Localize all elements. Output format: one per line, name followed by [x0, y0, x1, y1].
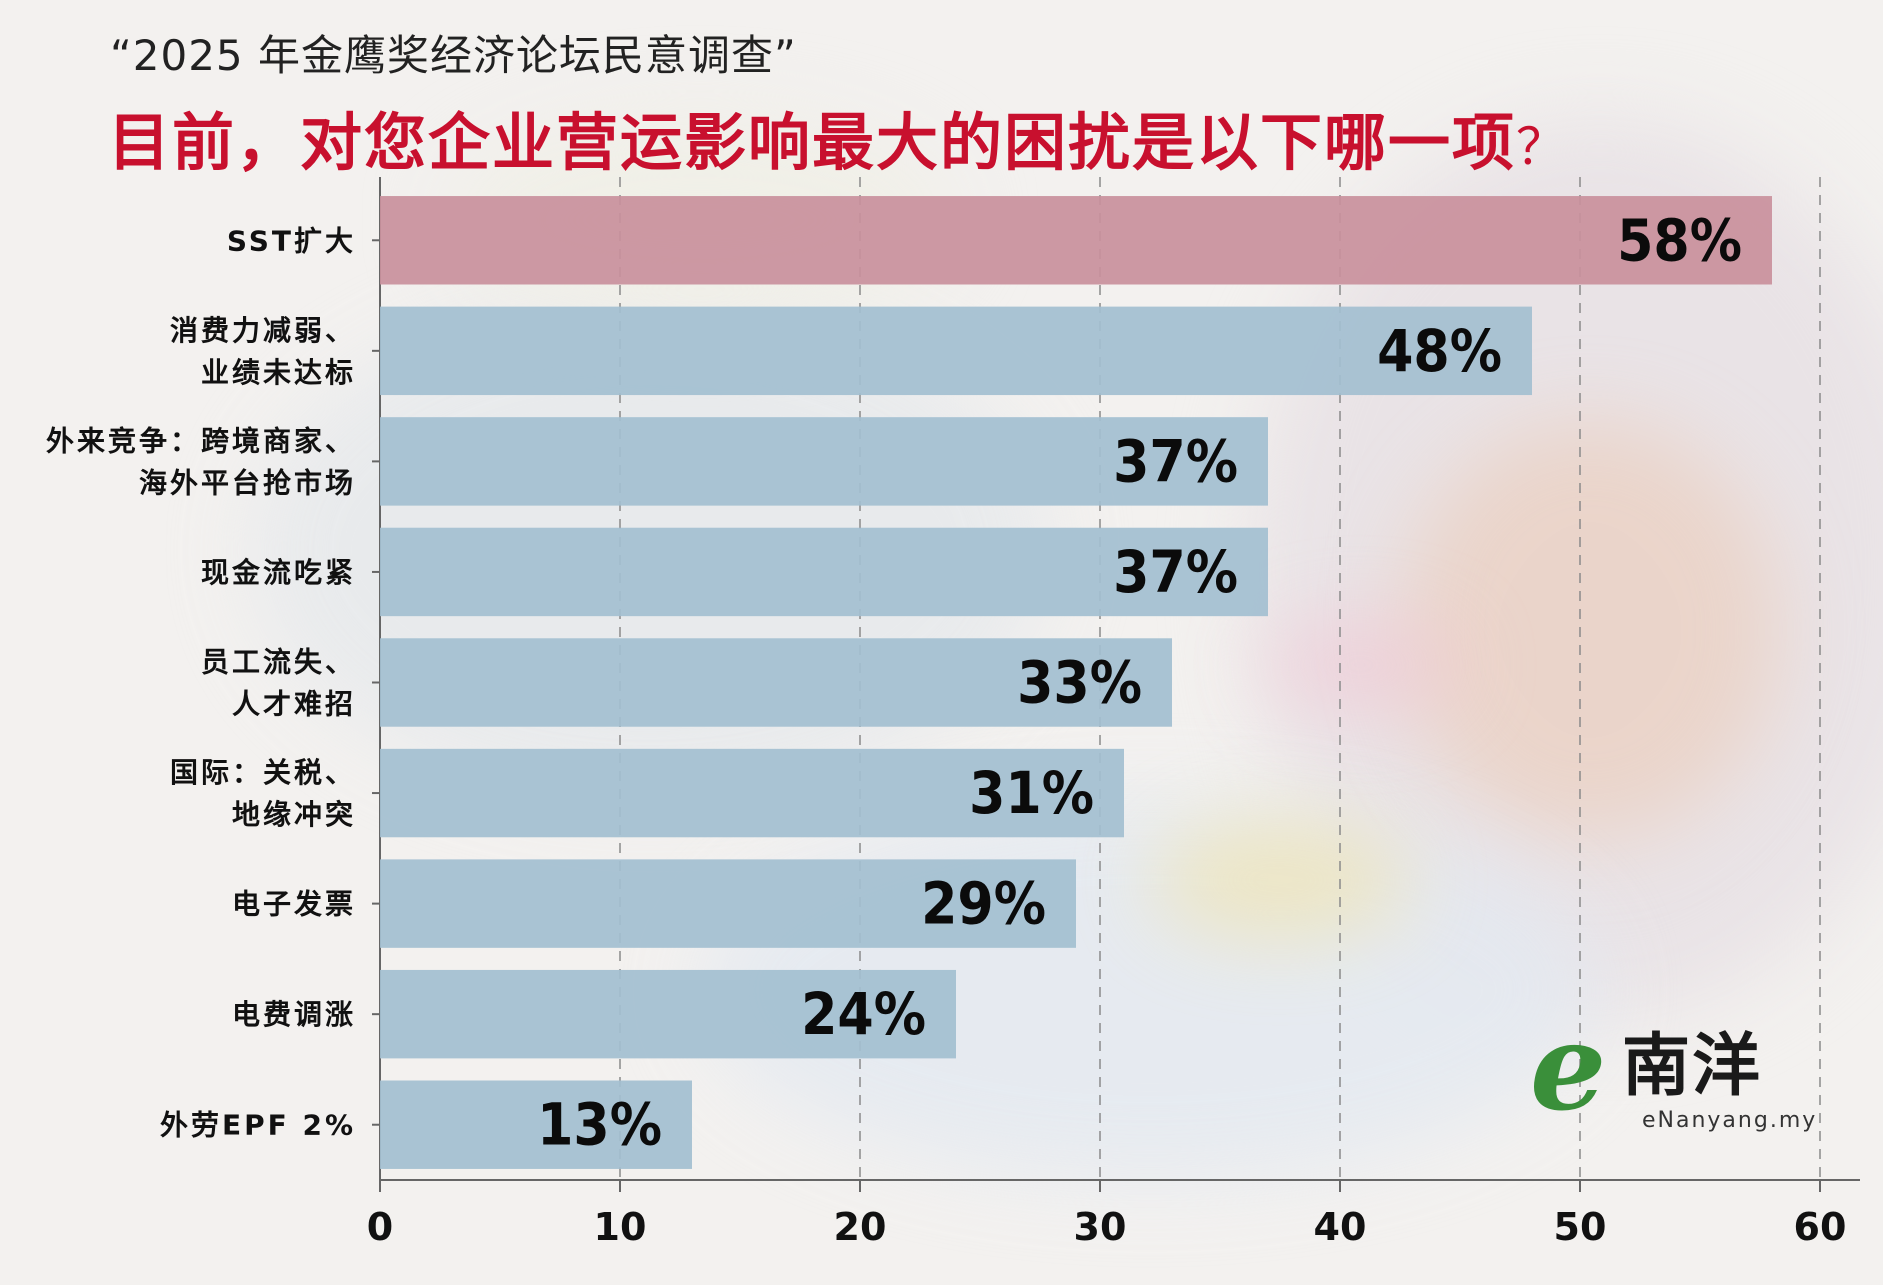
survey-subtitle: “2025 年金鹰奖经济论坛民意调查”: [110, 31, 797, 80]
value-label-8: 24%: [801, 980, 926, 1048]
bar-7: [380, 859, 1076, 948]
chart-title-mark: ？: [1516, 118, 1569, 176]
category-label-6-line-2: 地缘冲突: [232, 798, 356, 831]
logo-name: 南洋: [1622, 1027, 1763, 1106]
chart-title-text: 目前，对您企业营运影响最大的困扰是以下哪一项: [108, 106, 1517, 179]
x-tick-label-20: 20: [834, 1205, 887, 1249]
x-tick-label-40: 40: [1314, 1205, 1367, 1249]
logo-url: eNanyang.my: [1642, 1108, 1818, 1133]
x-tick-label-0: 0: [367, 1205, 393, 1249]
x-tick-label-60: 60: [1794, 1205, 1847, 1249]
chart-title: 目前，对您企业营运影响最大的困扰是以下哪一项？: [108, 92, 1568, 182]
category-label-2-line-1: 消费力减弱、: [170, 314, 356, 347]
value-label-5: 33%: [1017, 649, 1142, 717]
category-label-9: 外劳EPF 2%: [160, 1109, 356, 1142]
x-tick-label-50: 50: [1554, 1205, 1607, 1249]
bar-1: [380, 196, 1772, 285]
value-label-2: 48%: [1377, 317, 1502, 385]
bar-4: [380, 527, 1268, 617]
value-label-7: 29%: [921, 870, 1046, 938]
category-label-2-line-2: 业绩未达标: [201, 356, 356, 389]
bar-6: [380, 748, 1124, 838]
category-label-6-line-1: 国际：关税、: [170, 756, 356, 789]
bar-3: [380, 417, 1268, 506]
x-tick-label-10: 10: [594, 1205, 647, 1249]
category-label-3-line-2: 海外平台抢市场: [139, 466, 356, 499]
category-label-1: SST扩大: [227, 224, 356, 257]
bar-2: [380, 306, 1532, 396]
value-label-6: 31%: [969, 759, 1094, 827]
value-label-3: 37%: [1113, 427, 1238, 495]
bar-5: [380, 638, 1172, 727]
category-label-4: 现金流吃紧: [201, 556, 356, 589]
category-label-7: 电子发票: [232, 888, 356, 921]
bar-9: [380, 1080, 692, 1169]
category-label-8: 电费调涨: [232, 998, 356, 1031]
value-label-9: 13%: [537, 1091, 662, 1159]
x-tick-label-30: 30: [1074, 1205, 1127, 1249]
category-label-5-line-1: 员工流失、: [201, 646, 356, 679]
bar-8: [380, 969, 956, 1059]
value-label-1: 58%: [1617, 206, 1742, 274]
category-label-5-line-2: 人才难招: [232, 688, 356, 721]
enanyang-logo: e 南洋 eNanyang.my: [1530, 1000, 1830, 1140]
value-label-4: 37%: [1113, 538, 1238, 606]
logo-e-mark: e: [1530, 997, 1607, 1138]
category-label-3-line-1: 外来竞争：跨境商家、: [46, 424, 356, 457]
